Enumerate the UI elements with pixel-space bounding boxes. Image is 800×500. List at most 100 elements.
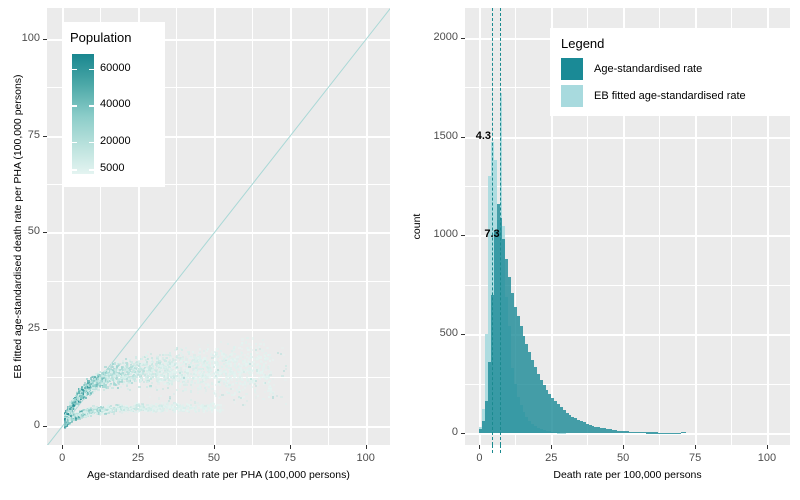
- scatter-point: [193, 366, 196, 369]
- scatter-point: [86, 378, 89, 381]
- scatter-point: [162, 410, 165, 413]
- scatter-point: [169, 408, 172, 411]
- scatter-point: [97, 383, 100, 387]
- scatter-point: [127, 370, 130, 374]
- scatter-point: [218, 390, 221, 393]
- scatter-point: [195, 364, 198, 367]
- scatter-point: [71, 408, 74, 411]
- scatter-point: [215, 383, 218, 386]
- scatter-point: [101, 407, 105, 411]
- scatter-point: [69, 410, 73, 413]
- scatter-point: [221, 393, 224, 397]
- scatter-point: [150, 356, 154, 359]
- x-axis-title: Death rate per 100,000 persons: [553, 469, 702, 481]
- scatter-point: [158, 404, 161, 407]
- scatter-point: [261, 368, 264, 371]
- scatter-point: [182, 366, 185, 369]
- scatter-point: [259, 347, 262, 350]
- scatter-point: [169, 396, 172, 399]
- scatter-point: [228, 383, 231, 386]
- scatter-point: [215, 348, 218, 351]
- scatter-point: [82, 415, 85, 418]
- scatter-point: [241, 365, 244, 368]
- scatter-point: [261, 376, 265, 379]
- x-axis-tick: [623, 445, 625, 449]
- scatter-point: [153, 369, 157, 372]
- scatter-point: [127, 378, 130, 381]
- scatter-point: [223, 358, 226, 361]
- scatter-point: [134, 368, 137, 371]
- histogram-bar: [551, 397, 555, 434]
- scatter-point: [147, 405, 150, 408]
- scatter-point: [264, 355, 267, 358]
- scatter-point: [157, 374, 161, 377]
- scatter-point: [235, 360, 238, 363]
- population-colorbar[interactable]: [72, 54, 94, 174]
- scatter-point: [203, 407, 207, 410]
- scatter-point: [253, 388, 256, 392]
- scatter-point: [263, 391, 267, 394]
- annotation-line-4-3: [491, 8, 493, 445]
- scatter-point: [188, 376, 191, 379]
- scatter-point: [63, 426, 67, 429]
- grid-line-vertical-minor: [515, 8, 517, 445]
- scatter-point: [254, 350, 257, 354]
- scatter-point: [240, 347, 243, 350]
- scatter-point: [224, 364, 228, 367]
- scatter-point: [157, 365, 161, 368]
- scatter-point: [176, 403, 179, 406]
- y-axis-tick-label: 2000: [433, 30, 458, 43]
- scatter-point: [186, 409, 189, 412]
- scatter-point: [205, 407, 208, 410]
- scatter-point: [241, 375, 244, 378]
- scatter-point: [251, 370, 254, 373]
- scatter-point: [102, 379, 106, 382]
- scatter-point: [236, 370, 239, 374]
- scatter-point: [265, 361, 268, 364]
- scatter-point: [186, 403, 189, 406]
- scatter-point: [182, 376, 185, 379]
- scatter-point: [114, 382, 117, 385]
- scatter-point: [262, 381, 266, 384]
- histogram-bar: [585, 423, 589, 434]
- histogram-bar: [488, 361, 491, 434]
- scatter-point: [214, 393, 217, 396]
- scatter-point: [218, 364, 221, 367]
- scatter-point: [164, 373, 167, 377]
- scatter-point: [81, 411, 84, 415]
- scatter-point: [198, 343, 201, 347]
- scatter-point: [190, 390, 193, 393]
- scatter-point: [75, 414, 78, 417]
- scatter-point: [202, 349, 206, 352]
- scatter-point: [177, 403, 180, 406]
- scatter-point: [116, 366, 119, 369]
- grid-line-vertical-major: [551, 8, 554, 445]
- scatter-point: [141, 366, 144, 369]
- scatter-point: [157, 406, 160, 410]
- scatter-point: [76, 400, 79, 404]
- scatter-point: [268, 381, 271, 384]
- scatter-point: [118, 404, 121, 407]
- grid-line-horizontal-major: [465, 235, 790, 238]
- scatter-point: [70, 407, 73, 410]
- scatter-point: [75, 412, 78, 416]
- scatter-point: [104, 387, 108, 390]
- scatter-point: [259, 375, 262, 378]
- scatter-point: [195, 410, 198, 413]
- scatter-point: [227, 378, 231, 381]
- scatter-point: [224, 366, 227, 369]
- scatter-point: [245, 356, 248, 359]
- scatter-point: [85, 408, 88, 411]
- histogram-bar: [580, 421, 583, 434]
- scatter-point: [111, 377, 114, 380]
- scatter-point: [261, 339, 264, 342]
- scatter-point: [259, 343, 262, 346]
- scatter-point: [112, 412, 115, 415]
- scatter-point: [246, 370, 249, 373]
- scatter-point: [121, 379, 124, 382]
- scatter-point: [114, 404, 117, 407]
- scatter-point: [118, 377, 121, 380]
- scatter-point: [162, 408, 165, 411]
- scatter-point: [103, 376, 106, 379]
- scatter-point: [200, 404, 203, 408]
